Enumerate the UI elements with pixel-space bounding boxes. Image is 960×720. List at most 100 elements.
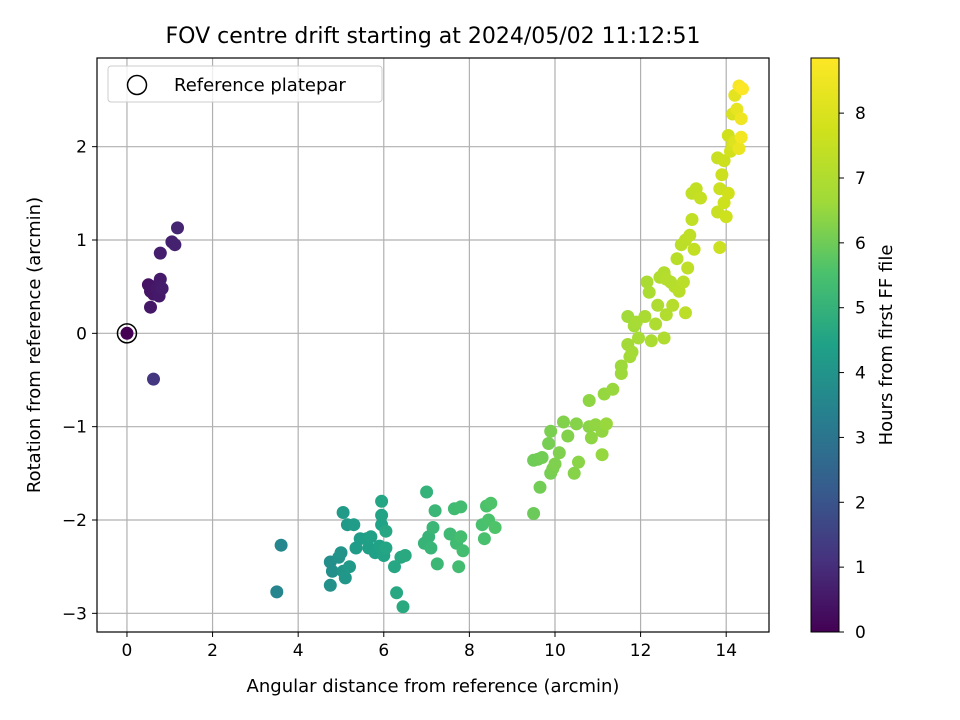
x-tick-label: 8 [464,641,475,661]
y-axis: −3 −2 −1 0 1 2 [62,138,97,624]
colorbar: 0 1 2 3 4 5 6 7 8 Hours from first FF file [810,57,897,643]
colorbar-tick-label: 2 [855,493,866,513]
y-tick-label: 2 [76,138,87,158]
data-point [379,524,393,538]
colorbar-tick-label: 8 [855,104,866,124]
data-point [649,317,663,331]
data-point [567,466,581,480]
data-point [533,480,547,494]
data-point [659,308,673,322]
data-point [548,457,562,471]
data-point [488,521,502,534]
data-point [651,298,665,312]
x-tick-label: 4 [293,641,304,661]
chart-title: FOV centre drift starting at 2024/05/02 … [166,24,701,49]
colorbar-tick-label: 7 [855,169,866,189]
data-point [681,261,695,275]
data-point [572,455,585,469]
data-point [606,382,620,396]
x-axis: 0 2 4 6 8 10 12 14 [122,632,737,661]
x-tick-label: 12 [630,641,652,661]
data-point [679,306,692,320]
data-point [338,571,352,585]
data-point [582,394,596,407]
data-point [732,142,746,155]
data-point [155,282,169,295]
data-point [657,331,671,345]
data-point [642,285,656,299]
data-point [666,298,680,312]
reference-marker [116,323,138,344]
colorbar-tick-label: 5 [855,299,866,319]
data-point [544,424,558,438]
data-point [379,541,393,555]
data-point [390,586,404,600]
data-point [398,549,412,562]
data-point [632,331,645,345]
data-point [484,496,498,510]
data-point [428,504,442,518]
data-point [430,557,444,571]
y-tick-label: 0 [76,324,87,344]
data-point [171,221,184,235]
colorbar-ticks: 0 1 2 3 4 5 6 7 8 [839,104,866,643]
data-point [375,494,389,508]
data-point [527,507,541,520]
data-point [557,415,570,429]
data-point [584,431,598,445]
data-point [120,326,134,340]
y-tick-label: −3 [62,604,87,624]
scatter-points [120,79,749,614]
data-point [325,564,339,578]
data-point [670,252,684,266]
data-point [454,530,468,544]
data-point [734,112,748,126]
data-point [717,154,731,168]
data-point [542,437,556,450]
colorbar-tick-label: 3 [855,428,866,448]
colorbar-tick-label: 6 [855,234,866,254]
reference-point [116,323,138,344]
y-tick-label: −2 [62,511,87,531]
y-axis-label: Rotation from reference (arcmin) [24,197,45,493]
data-point [719,210,733,224]
data-point [153,246,167,260]
data-point [375,508,389,522]
colorbar-tick-label: 0 [855,623,866,643]
data-point [715,168,729,182]
x-tick-label: 0 [122,641,133,661]
data-point [569,417,583,431]
plot-frame [96,57,770,633]
data-point [676,275,690,289]
data-point [685,213,699,226]
data-point [736,82,749,96]
data-point [334,546,348,560]
data-point [454,500,468,514]
data-point [388,560,401,574]
y-tick-label: −1 [62,418,87,438]
data-point [713,241,727,254]
x-axis-label: Angular distance from reference (arcmin) [247,676,620,697]
data-point [683,228,697,242]
x-tick-label: 10 [544,641,566,661]
data-point [687,242,701,256]
data-point [552,446,566,460]
legend: Reference platepar [107,65,383,103]
data-point [599,417,613,431]
y-tick-label: 1 [76,231,87,251]
data-point [477,532,491,546]
colorbar-label: Hours from first FF file [876,245,897,446]
data-point [625,345,639,359]
legend-marker-icon [126,74,148,96]
data-point [420,485,434,499]
legend-box [107,65,383,103]
data-point [535,451,549,464]
data-point [426,521,440,534]
colorbar-tick-label: 4 [855,364,866,384]
data-point [443,527,457,541]
legend-entry-label: Reference platepar [174,75,346,96]
data-point [644,334,658,348]
data-point [452,560,466,574]
data-point [270,585,284,599]
